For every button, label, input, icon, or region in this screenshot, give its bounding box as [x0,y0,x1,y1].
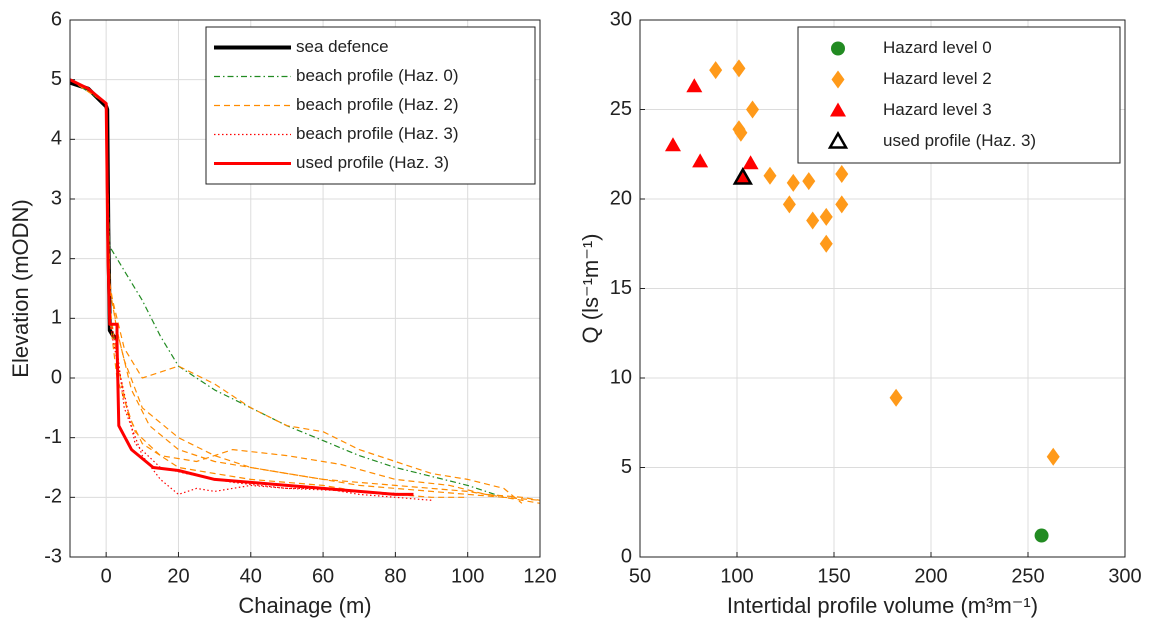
profile-line [105,103,523,504]
marker [889,388,903,407]
x-tick-label: 120 [523,565,556,587]
legend-label: used profile (Haz. 3) [883,131,1036,150]
y-tick-label: 30 [610,8,632,30]
x-tick-label: 300 [1108,565,1141,587]
marker [830,102,846,117]
x-tick-label: 80 [384,565,406,587]
marker [806,211,820,230]
y-tick-label: -3 [44,545,62,567]
legend-label: beach profile (Haz. 0) [296,66,459,85]
profile-line [105,103,540,501]
profile-line [105,103,540,504]
marker [819,234,833,253]
y-axis-label: Q (ls⁻¹m⁻¹) [578,234,603,344]
x-tick-label: 50 [629,565,651,587]
legend-label: Hazard level 3 [883,100,992,119]
marker [763,166,777,185]
y-tick-label: 5 [51,68,62,90]
legend-label: Hazard level 0 [883,38,992,57]
y-tick-label: 3 [51,187,62,209]
y-tick-label: 6 [51,8,62,30]
marker [802,172,816,191]
legend-label: Hazard level 2 [883,69,992,88]
y-tick-label: 20 [610,187,632,209]
marker [835,195,849,214]
marker [746,100,760,119]
marker [835,164,849,183]
legend-box [205,26,536,185]
x-tick-label: 100 [451,565,484,587]
x-tick-label: 100 [720,565,753,587]
marker [742,155,759,170]
x-axis-label: Intertidal profile volume (m³m⁻¹) [727,593,1038,618]
x-tick-label: 200 [914,565,947,587]
plot-layer [70,78,540,504]
marker [686,78,703,93]
marker [819,207,833,226]
y-tick-label: 1 [51,307,62,329]
profile-line [70,78,414,496]
profile-line [70,79,504,498]
marker [692,153,709,168]
marker [734,123,748,142]
legend-label: used profile (Haz. 3) [296,153,449,172]
y-axis-label: Elevation (mODN) [8,199,33,377]
y-tick-label: 25 [610,98,632,120]
marker [831,70,845,89]
x-axis-label: Chainage (m) [238,593,371,618]
legend-label: beach profile (Haz. 2) [296,95,459,114]
legend-label: sea defence [296,37,389,56]
marker [786,173,800,192]
x-tick-label: 60 [312,565,334,587]
marker [732,167,753,185]
legend-box [797,26,1121,164]
marker [734,169,751,184]
marker [782,195,796,214]
y-tick-label: 4 [51,128,62,150]
x-tick-label: 150 [817,565,850,587]
axes-frame [639,19,1126,558]
marker [664,137,681,152]
x-tick-label: 40 [240,565,262,587]
y-tick-label: 0 [51,366,62,388]
x-tick-label: 0 [101,565,112,587]
y-tick-label: 0 [621,545,632,567]
marker [1034,528,1049,543]
y-tick-label: -2 [44,486,62,508]
marker [827,130,849,149]
y-tick-label: 2 [51,247,62,269]
y-tick-label: 5 [621,456,632,478]
legend-label: beach profile (Haz. 3) [296,124,459,143]
x-tick-label: 20 [167,565,189,587]
profile-line [105,103,432,501]
y-tick-label: 15 [610,277,632,299]
plot-layer [664,59,1060,543]
marker [709,61,723,80]
marker [831,41,845,56]
marker [732,59,746,78]
x-tick-label: 250 [1011,565,1044,587]
marker [1046,447,1060,466]
y-tick-label: 10 [610,366,632,388]
y-tick-label: -1 [44,426,62,448]
axes-frame [69,19,541,558]
